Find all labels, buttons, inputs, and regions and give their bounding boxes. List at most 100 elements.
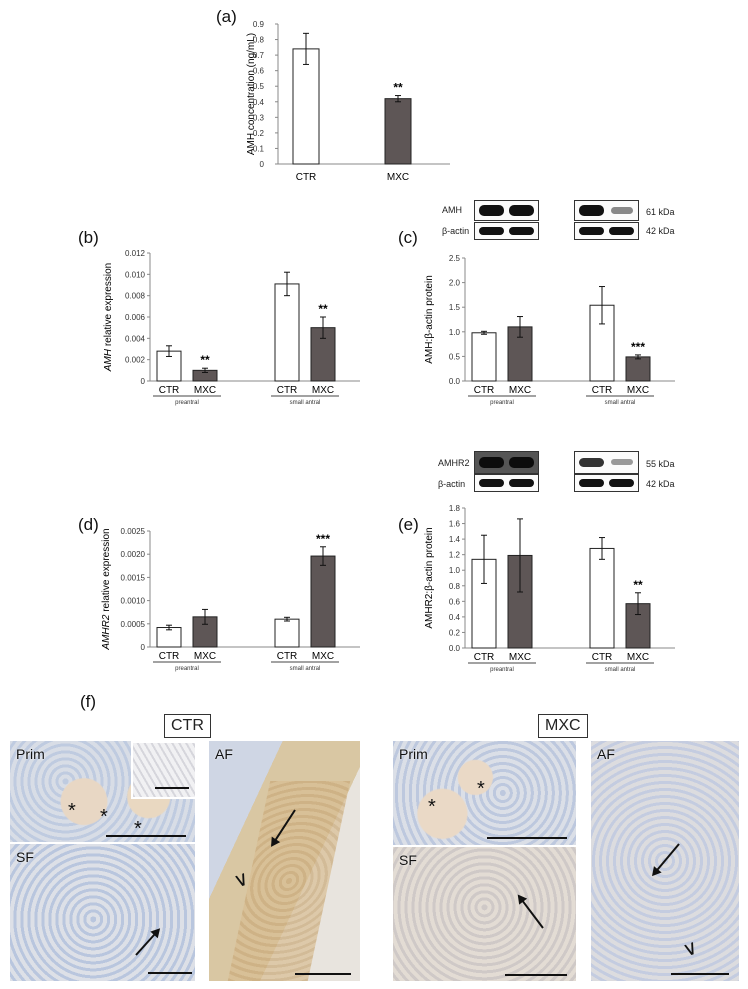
- y-tick-label: 0.8: [449, 582, 461, 591]
- bar-ctr: [156, 627, 182, 648]
- mxc-af-scale-bar: [671, 973, 729, 975]
- ctr-af-label: AF: [215, 746, 233, 762]
- ctr-heading: CTR: [164, 714, 211, 738]
- y-tick-label: 0.5: [449, 352, 461, 361]
- panel-label-f: (f): [80, 692, 97, 711]
- y-axis-label: AMH concentration (ng/mL): [246, 33, 257, 155]
- x-tick-label: MXC: [194, 385, 216, 396]
- x-tick-label: CTR: [474, 652, 495, 663]
- ctr-sf-arrow: [135, 929, 160, 956]
- mxc-prim-micrograph: Prim * *: [393, 741, 576, 845]
- y-tick-label: 2.0: [449, 279, 461, 288]
- mxc-af-label: AF: [597, 746, 615, 762]
- ctr-prim-asterisk-2: *: [100, 806, 108, 828]
- x-tick-label: MXC: [387, 172, 409, 183]
- bar-ctr: [589, 547, 615, 649]
- blot-c-amh-antral: [574, 200, 639, 221]
- bar-ctr: [471, 332, 497, 382]
- x-tick-label: MXC: [627, 652, 649, 663]
- mxc-prim-scale-bar: [487, 837, 567, 839]
- y-tick-label: 0.0010: [121, 597, 146, 606]
- group-label: preantral: [490, 400, 514, 406]
- blot-c-actin-preantral: [474, 222, 539, 240]
- significance-mark: **: [200, 353, 210, 367]
- ctr-sf-scale-bar: [148, 972, 192, 974]
- x-tick-label: CTR: [592, 652, 613, 663]
- panel-label-e: (e): [398, 515, 419, 534]
- blot-e-amhr2-antral: [574, 451, 639, 474]
- y-tick-label: 0.0: [449, 377, 461, 386]
- x-tick-label: MXC: [194, 651, 216, 662]
- blot-c-control-label: β-actin: [442, 226, 470, 236]
- bar-ctr: [274, 283, 300, 382]
- y-tick-label: 0.8: [253, 36, 265, 45]
- y-tick-label: 0.4: [253, 98, 265, 107]
- panel-label-a: (a): [216, 7, 237, 26]
- x-tick-label: MXC: [312, 651, 334, 662]
- ctr-prim-scale-bar: [106, 835, 186, 837]
- y-tick-label: 0.0005: [121, 620, 146, 629]
- blot-c-protein-label: AMH: [442, 205, 462, 215]
- y-tick-label: 1.8: [449, 504, 461, 513]
- bar-mxc: [310, 555, 336, 648]
- ctr-sf-label: SF: [16, 849, 34, 865]
- inset-scale-bar: [155, 787, 189, 789]
- x-tick-label: CTR: [277, 651, 298, 662]
- y-tick-label: 1.5: [449, 303, 461, 312]
- y-tick-label: 0.9: [253, 20, 265, 29]
- ctr-prim-label: Prim: [16, 746, 45, 762]
- x-tick-label: CTR: [474, 385, 495, 396]
- y-tick-label: 1.6: [449, 520, 461, 529]
- y-tick-label: 0.002: [125, 356, 146, 365]
- chart-c: AMH:β-actin protein 0.0 0.5 1.0 1.5 2.0 2.5 CTR…: [424, 254, 675, 406]
- y-axis-label: AMHR2 relative expression: [101, 528, 112, 650]
- group-label: small antral: [605, 400, 636, 406]
- y-tick-label: 0: [260, 160, 265, 169]
- x-tick-label: CTR: [592, 385, 613, 396]
- x-tick-label: CTR: [296, 172, 317, 183]
- bar-ctr: [274, 618, 300, 648]
- y-tick-label: 2.5: [449, 254, 461, 263]
- mxc-af-arrowhead: ∨: [679, 936, 702, 962]
- y-tick-label: 0.4: [449, 613, 461, 622]
- y-tick-label: 0.6: [253, 67, 265, 76]
- chart-e: AMHR2:β-actin protein 0.0 0.2 0.4 0.6 0.8 1.0 1…: [424, 504, 675, 673]
- significance-mark: **: [318, 302, 328, 316]
- y-tick-label: 0.5: [253, 82, 265, 91]
- y-tick-label: 1.2: [449, 551, 461, 560]
- x-tick-label: MXC: [509, 385, 531, 396]
- y-tick-label: 0.0: [449, 644, 461, 653]
- y-axis-label: AMH:β-actin protein: [424, 275, 435, 364]
- y-tick-label: 0.006: [125, 313, 146, 322]
- blot-e-protein-kda: 55 kDa: [646, 459, 675, 469]
- chart-d: AMHR2 relative expression 0 0.0005 0.0010 0.…: [101, 527, 360, 672]
- mxc-sf-label: SF: [399, 852, 417, 868]
- y-axis-label: AMHR2:β-actin protein: [424, 527, 435, 628]
- x-tick-label: CTR: [277, 385, 298, 396]
- mxc-sf-micrograph: SF: [393, 847, 576, 981]
- blot-c-amh-preantral: [474, 200, 539, 221]
- group-label: small antral: [290, 400, 321, 406]
- group-label: small antral: [605, 667, 636, 673]
- y-tick-label: 0.0015: [121, 573, 146, 582]
- y-tick-label: 0.2: [449, 628, 461, 637]
- blot-c-actin-antral: [574, 222, 639, 240]
- y-tick-label: 0.010: [125, 270, 146, 279]
- ctr-prim-micrograph: Prim * * *: [10, 741, 195, 842]
- blot-c-control-kda: 42 kDa: [646, 226, 675, 236]
- chart-b: AMH relative expression 0 0.002 0.004 0.006 0…: [103, 249, 360, 406]
- y-tick-label: 0.004: [125, 334, 146, 343]
- ctr-af-scale-bar: [295, 973, 351, 975]
- y-tick-label: 0: [141, 643, 146, 652]
- y-tick-label: 0.2: [253, 129, 265, 138]
- blot-e-amhr2-preantral: [474, 451, 539, 474]
- y-tick-label: 0.6: [449, 597, 461, 606]
- panel-label-d: (d): [78, 515, 99, 534]
- blot-e-actin-antral: [574, 474, 639, 492]
- bar-mxc: [384, 98, 412, 165]
- mxc-prim-asterisk-1: *: [428, 796, 436, 818]
- y-tick-label: 0.0020: [121, 550, 146, 559]
- ctr-af-arrowhead: ∨: [230, 867, 253, 893]
- y-axis-label: AMH relative expression: [103, 263, 114, 372]
- mxc-af-arrow: [652, 843, 680, 876]
